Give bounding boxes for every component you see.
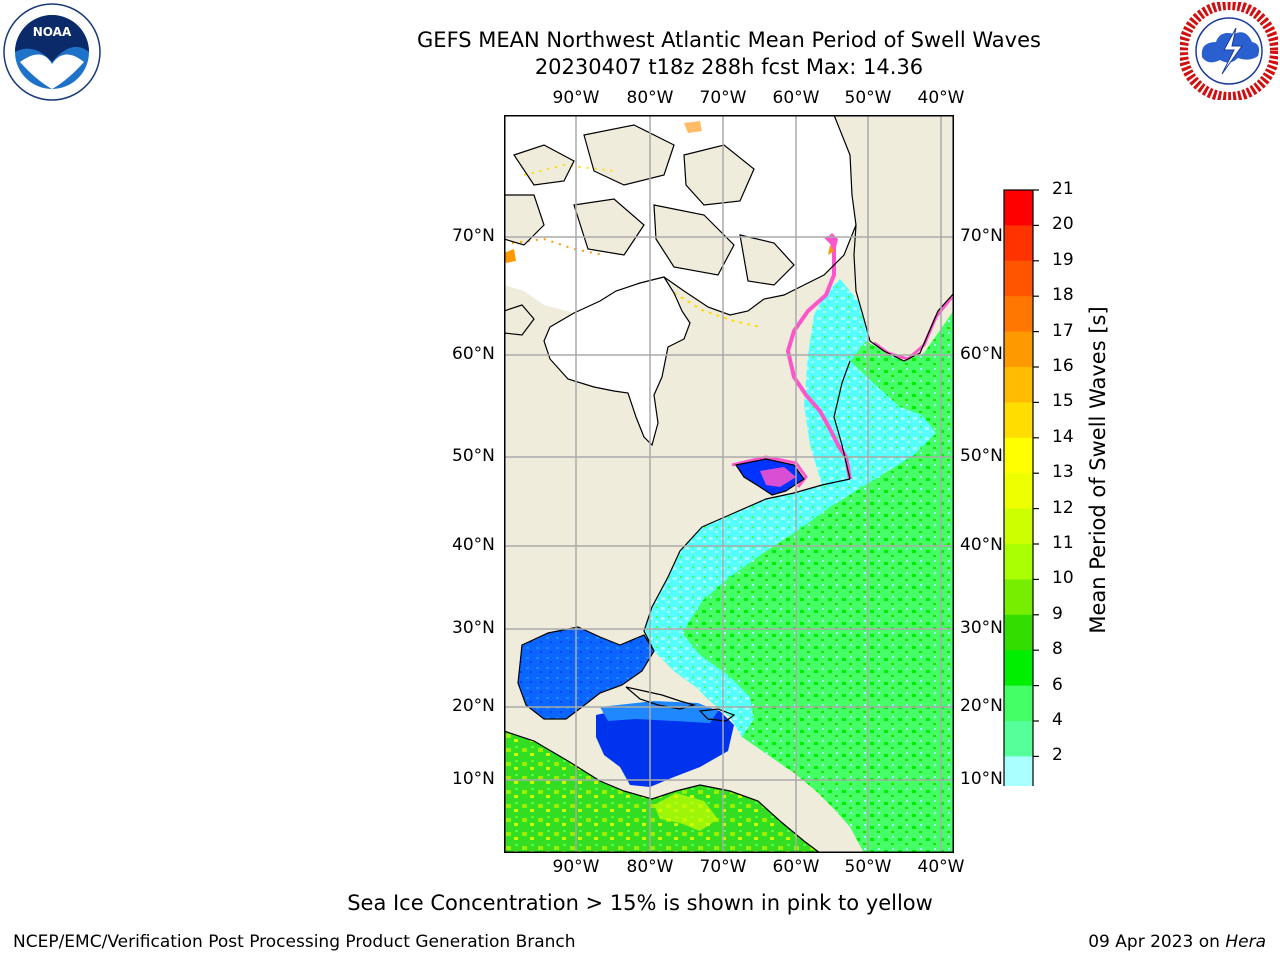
lat-label-40n-left: 40°N (452, 535, 495, 555)
gulf-of-mexico (518, 627, 654, 719)
lat-label-70n-left: 70°N (452, 226, 495, 246)
lon-label-40w-bottom: 40°W (917, 857, 965, 877)
colorbar-segment (1004, 721, 1033, 757)
lon-label-70w-bottom: 70°W (699, 857, 747, 877)
colorbar-tick-label: 4 (1052, 710, 1063, 730)
colorbar-tick-label: 10 (1052, 568, 1074, 589)
caribbean-sea (596, 703, 734, 787)
colorbar-tick-label: 19 (1052, 249, 1074, 270)
colorbar-tick-label: 6 (1052, 674, 1063, 695)
lon-label-60w-bottom: 60°W (772, 857, 820, 877)
colorbar-segment (1004, 685, 1033, 722)
colorbar-segment (1004, 473, 1033, 510)
lat-label-20n-right: 20°N (960, 696, 1003, 716)
colorbar-tick-label: 18 (1052, 285, 1074, 306)
colorbar-tick-label: 9 (1052, 603, 1063, 624)
lon-label-50w-bottom: 50°W (844, 857, 892, 877)
colorbar-segment (1004, 437, 1033, 474)
colorbar-segment (1004, 508, 1033, 545)
colorbar-segment (1004, 756, 1033, 786)
colorbar-tick-label: 17 (1052, 320, 1074, 341)
lon-label-90w-bottom: 90°W (552, 857, 600, 877)
lon-label-70w-top: 70°W (699, 88, 747, 108)
colorbar-tick-label: 2 (1052, 745, 1063, 766)
lat-label-30n-right: 30°N (960, 618, 1003, 638)
coastal-band (644, 361, 936, 737)
lat-label-60n-left: 60°N (452, 344, 495, 364)
lon-label-80w-top: 80°W (626, 88, 674, 108)
colorbar-segment (1004, 579, 1033, 616)
footer-date-text: 09 Apr 2023 on (1088, 932, 1226, 952)
noaa-logo: NOAA (3, 3, 101, 101)
colorbar-tick-label: 14 (1052, 426, 1074, 447)
colorbar-tick-label: 15 (1052, 391, 1074, 412)
lat-label-50n-left: 50°N (452, 446, 495, 466)
colorbar-segment (1004, 225, 1033, 262)
lat-label-20n-left: 20°N (452, 696, 495, 716)
colorbar-segment (1004, 260, 1033, 297)
colorbar-segment (1004, 296, 1033, 333)
lat-label-30n-left: 30°N (452, 618, 495, 638)
footer-host: Hera (1225, 932, 1266, 952)
lon-label-60w-top: 60°W (772, 88, 820, 108)
colorbar (1003, 189, 1039, 786)
lat-label-70n-right: 70°N (960, 226, 1003, 246)
footer-date: 09 Apr 2023 on Hera (1088, 932, 1266, 952)
map-title: GEFS MEAN Northwest Atlantic Mean Period… (417, 28, 1041, 52)
map-subtitle: 20230407 t18z 288h fcst Max: 14.36 (534, 55, 924, 79)
svg-text:NOAA: NOAA (33, 25, 72, 39)
colorbar-segment (1004, 402, 1033, 439)
sea-ice-note: Sea Ice Concentration > 15% is shown in … (347, 891, 933, 915)
greenland (848, 115, 954, 361)
lon-label-40w-top: 40°W (917, 88, 965, 108)
colorbar-tick-label: 8 (1052, 639, 1063, 660)
hudson-bay (544, 277, 690, 445)
lat-label-10n-left: 10°N (452, 769, 495, 789)
swell-period-map (504, 115, 954, 853)
footer-credit: NCEP/EMC/Verification Post Processing Pr… (13, 932, 576, 952)
colorbar-segment (1004, 367, 1033, 403)
colorbar-segment (1004, 331, 1033, 368)
labrador-sea (804, 279, 876, 485)
colorbar-title: Mean Period of Swell Waves [s] (1086, 306, 1110, 634)
lon-label-90w-top: 90°W (552, 88, 600, 108)
lat-lon-grid (504, 115, 954, 853)
colorbar-frame (1003, 189, 1034, 786)
lon-label-80w-bottom: 80°W (626, 857, 674, 877)
colorbar-tick-label: 21 (1052, 179, 1074, 199)
lat-label-40n-right: 40°N (960, 535, 1003, 555)
colorbar-tick-label: 12 (1052, 497, 1074, 518)
lat-label-60n-right: 60°N (960, 344, 1003, 364)
colorbar-tick-label: 20 (1052, 214, 1074, 235)
colorbar-segment (1004, 544, 1033, 580)
colorbar-tick-label: 11 (1052, 533, 1074, 553)
south-america (504, 731, 820, 853)
lon-label-50w-top: 50°W (844, 88, 892, 108)
lat-label-10n-right: 10°N (960, 769, 1003, 789)
colorbar-segment (1004, 650, 1033, 687)
colorbar-segment (1004, 614, 1033, 651)
colorbar-tick-label: 13 (1052, 462, 1074, 483)
lat-label-50n-right: 50°N (960, 446, 1003, 466)
colorbar-tick-label: 16 (1052, 356, 1074, 376)
colorbar-segment (1004, 190, 1033, 226)
nws-logo (1180, 2, 1278, 100)
sea-ice-edge (785, 235, 852, 480)
